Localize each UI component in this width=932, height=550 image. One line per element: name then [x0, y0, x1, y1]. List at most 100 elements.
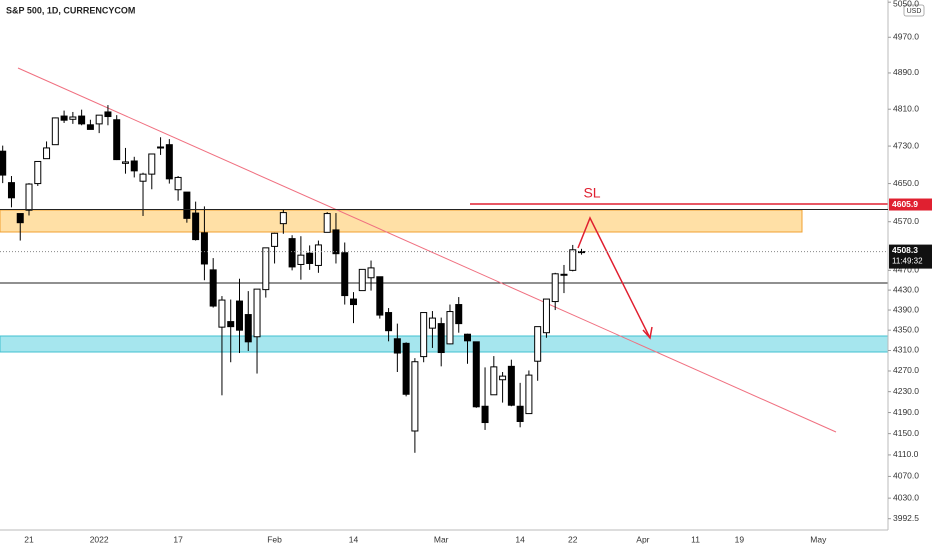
y-tick-label: 4190.0 — [893, 407, 919, 417]
candle-body — [402, 342, 410, 395]
candle-body — [227, 321, 235, 328]
projection-arrow — [577, 216, 653, 340]
x-tick-label: May — [810, 534, 827, 544]
x-tick-label: Apr — [636, 534, 649, 544]
candle-body — [244, 314, 252, 343]
candle-body — [446, 311, 454, 345]
y-tick-label: 4350.0 — [893, 324, 919, 334]
candle-body — [314, 244, 322, 266]
candle-body — [16, 213, 24, 224]
candle-body — [0, 150, 7, 176]
last-price-box — [889, 244, 932, 269]
candle-body — [262, 247, 270, 291]
y-tick-label: 4110.0 — [893, 449, 919, 459]
symbol-title: S&P 500, 1D, CURRENCYCOM — [6, 5, 135, 15]
candle-body — [86, 124, 94, 130]
y-tick-label: 4030.0 — [893, 492, 919, 502]
candle-body — [525, 374, 533, 415]
candle-body — [25, 183, 33, 211]
candle-body — [428, 317, 436, 329]
y-tick-label: 4430.0 — [893, 284, 919, 294]
candle-body — [183, 191, 191, 219]
candle-body — [323, 213, 331, 233]
candle-body — [95, 114, 103, 125]
candle-body — [472, 341, 480, 408]
x-tick-label: 19 — [735, 534, 745, 544]
y-tick-label: 4810.0 — [893, 103, 919, 113]
y-tick-label: 4970.0 — [893, 32, 919, 42]
candle-body — [542, 298, 550, 334]
candle-body — [551, 273, 559, 303]
candle-body — [420, 312, 428, 358]
candle-body — [437, 323, 445, 354]
x-tick-label: 2022 — [90, 534, 109, 544]
last-price-label: 4508.3 — [892, 245, 918, 255]
y-tick-label: 4150.0 — [893, 428, 919, 438]
x-tick-label: Mar — [434, 534, 449, 544]
candle-body — [7, 182, 15, 199]
x-tick-label: 22 — [568, 534, 578, 544]
candle-body — [174, 176, 182, 191]
candle-body — [534, 326, 542, 362]
currency-box — [903, 4, 925, 17]
trend-line — [17, 67, 837, 433]
candle-body — [209, 269, 217, 307]
level-price-label: 4605.9 — [892, 199, 918, 209]
candle-body — [192, 212, 200, 241]
candle-body — [113, 119, 121, 161]
candle-body — [350, 298, 357, 306]
candle-body — [516, 405, 524, 422]
y-tick-label: 4890.0 — [893, 67, 919, 77]
candle-body — [139, 173, 147, 182]
y-tick-label: 4730.0 — [893, 140, 919, 150]
candle-body — [34, 160, 42, 185]
y-tick-label: 4470.0 — [893, 265, 919, 275]
y-tick-label: 5050.0 — [893, 0, 919, 8]
candle-body — [157, 146, 165, 149]
candle-body — [130, 160, 138, 172]
candle-body — [481, 405, 489, 424]
candle-body — [165, 144, 173, 180]
candle-body — [104, 111, 112, 118]
candle-body — [235, 300, 243, 331]
candle-body — [358, 268, 366, 292]
candle-body — [253, 288, 261, 338]
candle-body — [385, 312, 393, 332]
y-tick-label: 4070.0 — [893, 471, 919, 481]
candle-body — [148, 153, 156, 175]
candle-body — [271, 232, 279, 247]
candle-body — [411, 361, 419, 432]
currency-label: USD — [907, 8, 922, 15]
y-tick-label: 4270.0 — [893, 365, 919, 375]
candle-body — [499, 375, 507, 381]
candle-body — [69, 116, 77, 120]
candle-body — [560, 273, 568, 276]
y-tick-label: 4310.0 — [893, 345, 919, 355]
supply-zone — [0, 209, 803, 233]
x-tick-label: 14 — [515, 534, 525, 544]
candle-body — [393, 338, 401, 354]
candle-body — [288, 238, 296, 268]
y-tick-label: 4570.0 — [893, 216, 919, 226]
candle-body — [332, 229, 340, 255]
candle-body — [341, 252, 349, 297]
candle-body — [490, 366, 498, 396]
candle-body — [218, 299, 226, 328]
candle-body — [306, 252, 314, 264]
candle-body — [297, 254, 305, 265]
y-tick-label: 4230.0 — [893, 386, 919, 396]
candle-body — [51, 117, 59, 146]
candle-body — [279, 212, 287, 225]
sl-text: SL — [583, 185, 600, 201]
candle-body — [367, 267, 375, 279]
candle-body — [507, 365, 515, 406]
candle-body — [376, 276, 384, 316]
candle-body — [200, 232, 208, 265]
candle-body — [578, 251, 586, 254]
y-tick-label: 3992.5 — [893, 513, 919, 523]
candle-body — [121, 161, 129, 164]
x-tick-label: Feb — [267, 534, 282, 544]
y-tick-label: 4390.0 — [893, 304, 919, 314]
candle-body — [78, 115, 86, 125]
x-tick-label: 21 — [24, 534, 34, 544]
